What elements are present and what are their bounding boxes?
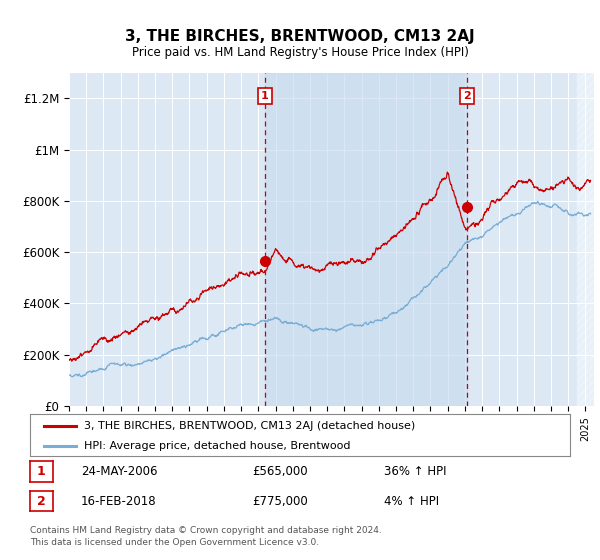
Text: £565,000: £565,000: [252, 465, 308, 478]
Text: 4% ↑ HPI: 4% ↑ HPI: [384, 494, 439, 508]
Text: 2: 2: [463, 91, 471, 101]
Text: This data is licensed under the Open Government Licence v3.0.: This data is licensed under the Open Gov…: [30, 538, 319, 547]
Text: 36% ↑ HPI: 36% ↑ HPI: [384, 465, 446, 478]
Text: 24-MAY-2006: 24-MAY-2006: [81, 465, 157, 478]
Text: 2: 2: [37, 494, 46, 508]
Text: Price paid vs. HM Land Registry's House Price Index (HPI): Price paid vs. HM Land Registry's House …: [131, 46, 469, 59]
Text: £775,000: £775,000: [252, 494, 308, 508]
Text: 16-FEB-2018: 16-FEB-2018: [81, 494, 157, 508]
Text: 3, THE BIRCHES, BRENTWOOD, CM13 2AJ: 3, THE BIRCHES, BRENTWOOD, CM13 2AJ: [125, 29, 475, 44]
Bar: [577, 73, 594, 406]
Bar: [265, 73, 467, 406]
Text: HPI: Average price, detached house, Brentwood: HPI: Average price, detached house, Bren…: [84, 441, 350, 451]
Text: 3, THE BIRCHES, BRENTWOOD, CM13 2AJ (detached house): 3, THE BIRCHES, BRENTWOOD, CM13 2AJ (det…: [84, 421, 415, 431]
Text: Contains HM Land Registry data © Crown copyright and database right 2024.: Contains HM Land Registry data © Crown c…: [30, 526, 382, 535]
Text: 1: 1: [37, 465, 46, 478]
Text: 1: 1: [261, 91, 269, 101]
